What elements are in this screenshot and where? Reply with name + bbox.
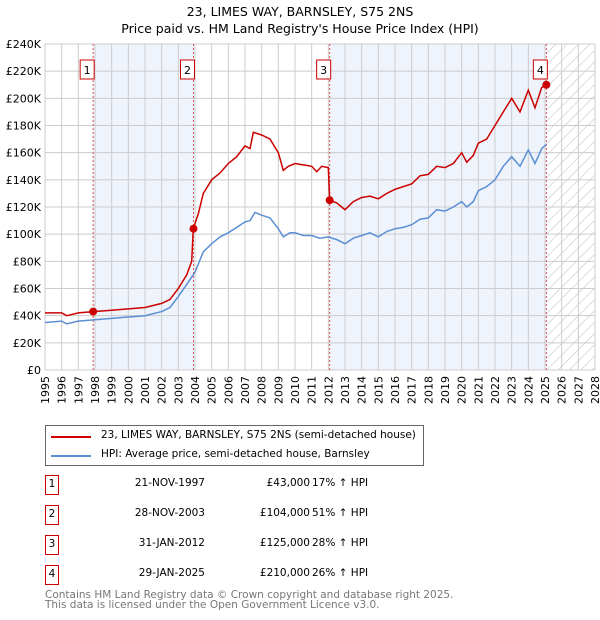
x-tick-label: 1998 bbox=[89, 376, 102, 404]
table-row: 1 21-NOV-1997 £43,000 17% ↑ HPI bbox=[45, 475, 445, 495]
footer: Contains HM Land Registry data © Crown c… bbox=[45, 589, 454, 611]
sale-date: 28-NOV-2003 bbox=[134, 507, 205, 519]
footer-line-2: This data is licensed under the Open Gov… bbox=[45, 599, 380, 611]
y-tick-label: £0 bbox=[27, 364, 41, 377]
sale-point bbox=[325, 196, 334, 205]
x-tick-label: 1997 bbox=[72, 376, 85, 404]
legend-swatch-hpi bbox=[51, 455, 91, 457]
sale-point bbox=[189, 224, 198, 233]
sale-date: 21-NOV-1997 bbox=[134, 477, 205, 489]
y-tick-label: £20K bbox=[13, 337, 42, 350]
x-tick-label: 2021 bbox=[472, 376, 485, 404]
sale-label-box bbox=[532, 59, 548, 80]
y-tick-label: £160K bbox=[6, 147, 42, 160]
x-tick-label: 2027 bbox=[572, 376, 585, 404]
x-tick-label: 2009 bbox=[272, 376, 285, 404]
x-tick-label: 2000 bbox=[122, 376, 135, 404]
sale-point bbox=[542, 80, 551, 89]
chart-subtitle: Price paid vs. HM Land Registry's House … bbox=[121, 21, 479, 36]
y-tick-label: £180K bbox=[6, 120, 42, 133]
x-tick-label: 2026 bbox=[556, 376, 569, 404]
sale-hpi-change: 17% ↑ HPI bbox=[312, 477, 369, 489]
sale-date: 29-JAN-2025 bbox=[138, 567, 205, 579]
x-tick-label: 2011 bbox=[306, 376, 319, 404]
x-tick-label: 2015 bbox=[372, 376, 385, 404]
sale-label: 3 bbox=[320, 64, 327, 77]
x-tick-label: 2003 bbox=[172, 376, 185, 404]
x-tick-label: 2024 bbox=[522, 376, 535, 404]
sale-point bbox=[89, 307, 98, 316]
x-tick-label: 2018 bbox=[422, 376, 435, 404]
table-row: 3 31-JAN-2012 £125,000 28% ↑ HPI bbox=[45, 535, 445, 555]
sale-price: £125,000 bbox=[259, 537, 310, 549]
x-tick-label: 2014 bbox=[356, 376, 369, 404]
sale-label: 1 bbox=[84, 64, 91, 77]
sale-label: 2 bbox=[184, 64, 191, 77]
sale-date: 31-JAN-2012 bbox=[138, 537, 205, 549]
x-tick-label: 2013 bbox=[339, 376, 352, 404]
y-tick-label: £60K bbox=[13, 283, 42, 296]
x-tick-label: 2007 bbox=[239, 376, 252, 404]
sale-price: £43,000 bbox=[266, 477, 310, 489]
sale-number: 2 bbox=[45, 505, 59, 525]
y-tick-label: £200K bbox=[6, 92, 42, 105]
x-tick-label: 2020 bbox=[456, 376, 469, 404]
x-tick-label: 2028 bbox=[589, 376, 600, 404]
x-tick-label: 2023 bbox=[506, 376, 519, 404]
sale-number: 4 bbox=[45, 565, 59, 585]
legend-swatch-price bbox=[51, 436, 91, 438]
x-tick-label: 2008 bbox=[256, 376, 269, 404]
sale-number: 3 bbox=[45, 535, 59, 555]
x-tick-label: 2010 bbox=[289, 376, 302, 404]
sale-label-box bbox=[79, 59, 95, 80]
sale-label: 4 bbox=[537, 64, 544, 77]
footer-line-1: Contains HM Land Registry data © Crown c… bbox=[45, 589, 454, 601]
y-tick-label: £140K bbox=[6, 174, 42, 187]
x-tick-label: 2022 bbox=[489, 376, 502, 404]
table-row: 4 29-JAN-2025 £210,000 26% ↑ HPI bbox=[45, 565, 445, 585]
x-tick-label: 2019 bbox=[439, 376, 452, 404]
y-tick-label: £100K bbox=[6, 228, 42, 241]
x-tick-label: 2002 bbox=[156, 376, 169, 404]
table-row: 2 28-NOV-2003 £104,000 51% ↑ HPI bbox=[45, 505, 445, 525]
x-tick-label: 2005 bbox=[206, 376, 219, 404]
x-tick-label: 2017 bbox=[406, 376, 419, 404]
x-tick-label: 2006 bbox=[222, 376, 235, 404]
y-tick-label: £80K bbox=[13, 255, 42, 268]
y-tick-label: £120K bbox=[6, 201, 42, 214]
plot-area: 1995 1996 1997 1998 1999 2000 2001 2002 2003 2004… bbox=[6, 38, 600, 404]
sale-label-box bbox=[180, 59, 195, 80]
legend-label-hpi: HPI: Average price, semi-detached house,… bbox=[101, 448, 370, 460]
y-tick-label: £240K bbox=[6, 38, 42, 51]
legend: 23, LIMES WAY, BARNSLEY, S75 2NS (semi-d… bbox=[45, 425, 424, 466]
legend-label-price: 23, LIMES WAY, BARNSLEY, S75 2NS (semi-d… bbox=[101, 429, 416, 441]
x-tick-label: 1995 bbox=[39, 376, 52, 404]
y-tick-label: £220K bbox=[6, 65, 42, 78]
sale-hpi-change: 28% ↑ HPI bbox=[312, 537, 369, 549]
x-tick-label: 2004 bbox=[189, 376, 202, 404]
sale-hpi-change: 26% ↑ HPI bbox=[312, 567, 369, 579]
hpi-line bbox=[44, 143, 547, 325]
x-tick-label: 2016 bbox=[389, 376, 402, 404]
price-paid-line bbox=[45, 84, 547, 317]
y-tick-label: £40K bbox=[13, 310, 42, 323]
chart-title: 23, LIMES WAY, BARNSLEY, S75 2NS bbox=[186, 4, 414, 19]
sale-price: £210,000 bbox=[259, 567, 310, 579]
x-tick-label: 1996 bbox=[56, 376, 69, 404]
x-tick-label: 1999 bbox=[106, 376, 119, 404]
sale-label-box bbox=[316, 59, 332, 80]
sale-hpi-change: 51% ↑ HPI bbox=[312, 507, 369, 519]
sale-price: £104,000 bbox=[259, 507, 310, 519]
x-tick-label: 2025 bbox=[539, 376, 552, 404]
x-tick-label: 2012 bbox=[322, 376, 335, 404]
sale-number: 1 bbox=[45, 475, 59, 495]
x-tick-label: 2001 bbox=[139, 376, 152, 404]
